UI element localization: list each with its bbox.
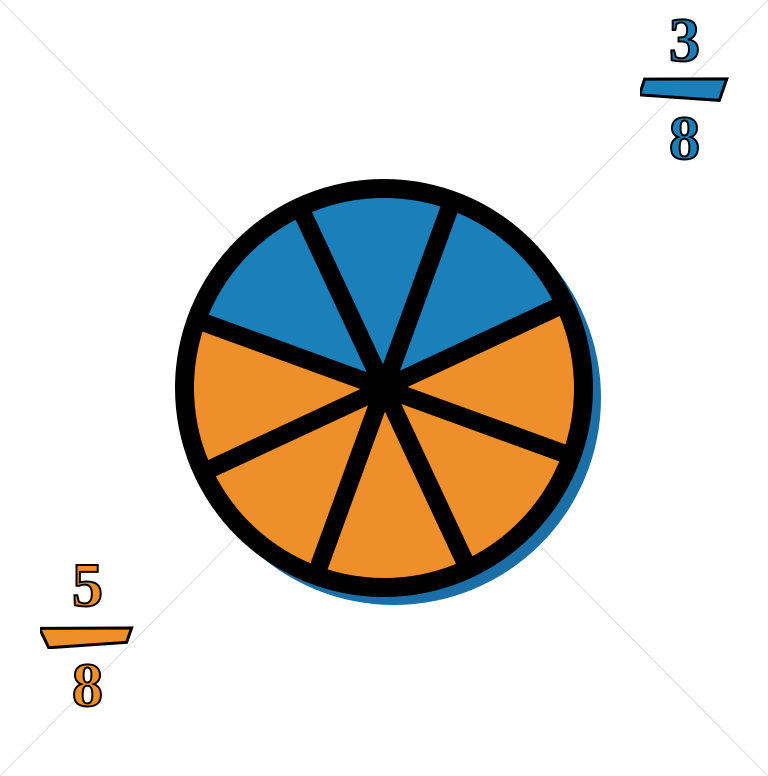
fraction-orange-bar (40, 621, 136, 649)
fraction-orange: 5 8 (40, 555, 136, 717)
fraction-orange-denominator: 8 (40, 655, 136, 717)
fraction-blue: 3 8 (640, 10, 730, 170)
fraction-orange-numerator: 5 (40, 555, 136, 617)
fraction-blue-bar (640, 76, 730, 102)
fraction-blue-denominator: 8 (640, 108, 730, 170)
fraction-blue-numerator: 3 (640, 10, 730, 72)
